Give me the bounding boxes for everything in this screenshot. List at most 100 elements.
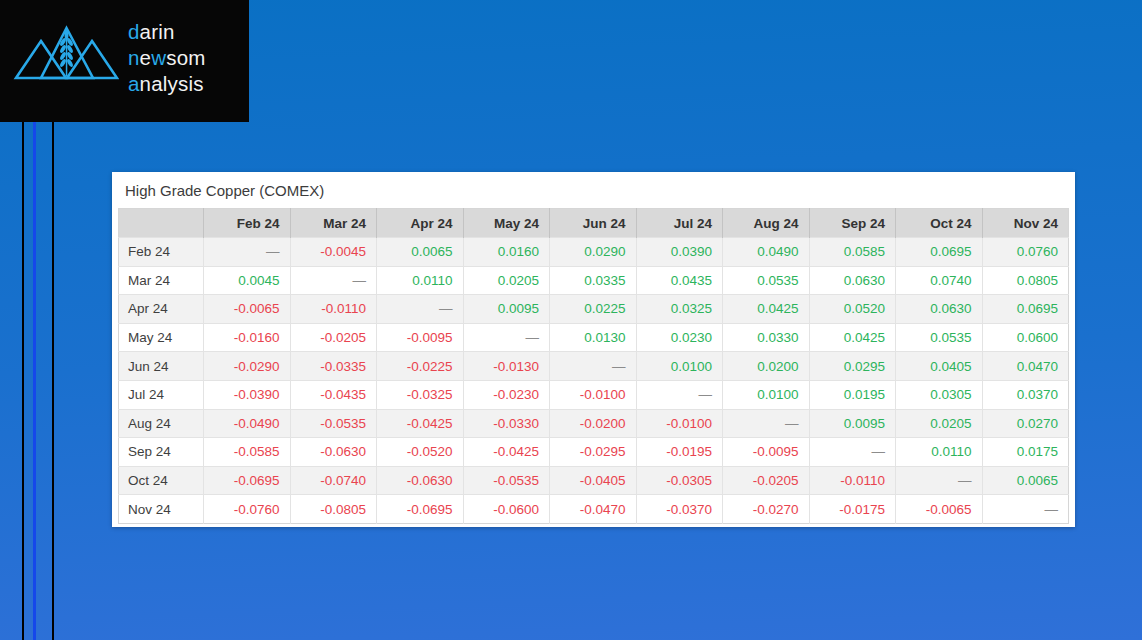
spread-value-cell: 0.0100: [723, 380, 810, 409]
mountains-wheat-icon: [13, 25, 119, 83]
spread-value-cell: -0.0370: [636, 495, 723, 524]
spread-value-cell: -0.0470: [550, 495, 637, 524]
spread-value-cell: —: [896, 466, 983, 495]
spread-value-cell: -0.0270: [723, 495, 810, 524]
spread-value-cell: -0.0520: [377, 438, 464, 467]
spread-value-cell: 0.0110: [896, 438, 983, 467]
row-label: Nov 24: [119, 495, 204, 524]
spread-value-cell: -0.0695: [204, 466, 291, 495]
spread-value-cell: -0.0295: [550, 438, 637, 467]
brand-line-2: newsom: [128, 45, 206, 71]
spread-value-cell: 0.0805: [982, 266, 1069, 295]
spread-value-cell: 0.0585: [809, 238, 896, 267]
table-row: Nov 24-0.0760-0.0805-0.0695-0.0600-0.047…: [119, 495, 1069, 524]
spread-value-cell: -0.0630: [377, 466, 464, 495]
spread-value-cell: -0.0695: [377, 495, 464, 524]
spread-value-cell: 0.0270: [982, 409, 1069, 438]
spread-value-cell: 0.0065: [982, 466, 1069, 495]
spread-value-cell: -0.0390: [204, 380, 291, 409]
header-row: Feb 24Mar 24Apr 24May 24Jun 24Jul 24Aug …: [119, 209, 1069, 238]
column-header: Jun 24: [550, 209, 637, 238]
spread-value-cell: 0.0045: [204, 266, 291, 295]
spread-value-cell: 0.0435: [636, 266, 723, 295]
spread-value-cell: -0.0405: [550, 466, 637, 495]
column-header: Nov 24: [982, 209, 1069, 238]
spread-value-cell: 0.0195: [809, 380, 896, 409]
row-label: Jul 24: [119, 380, 204, 409]
row-label: Mar 24: [119, 266, 204, 295]
column-header: Oct 24: [896, 209, 983, 238]
spread-value-cell: 0.0520: [809, 295, 896, 324]
spread-value-cell: -0.0535: [290, 409, 377, 438]
spread-value-cell: -0.0100: [550, 380, 637, 409]
spread-value-cell: 0.0205: [896, 409, 983, 438]
table-row: May 24-0.0160-0.0205-0.0095—0.01300.0230…: [119, 323, 1069, 352]
spread-value-cell: —: [550, 352, 637, 381]
corner-cell: [119, 209, 204, 238]
spread-value-cell: 0.0600: [982, 323, 1069, 352]
brand-line-3: analysis: [128, 71, 206, 97]
spread-value-cell: 0.0290: [550, 238, 637, 267]
spread-value-cell: -0.0435: [290, 380, 377, 409]
brand-logo: darin newsom analysis: [0, 0, 249, 122]
table-row: Jun 24-0.0290-0.0335-0.0225-0.0130—0.010…: [119, 352, 1069, 381]
spread-value-cell: 0.0205: [463, 266, 550, 295]
spread-value-cell: —: [463, 323, 550, 352]
spread-value-cell: —: [723, 409, 810, 438]
spread-value-cell: -0.0740: [290, 466, 377, 495]
table-row: Mar 240.0045—0.01100.02050.03350.04350.0…: [119, 266, 1069, 295]
spread-value-cell: 0.0200: [723, 352, 810, 381]
spread-value-cell: 0.0110: [377, 266, 464, 295]
spread-value-cell: 0.0740: [896, 266, 983, 295]
spread-value-cell: -0.0325: [377, 380, 464, 409]
spread-matrix-panel: High Grade Copper (COMEX) Feb 24Mar 24Ap…: [112, 172, 1075, 527]
spread-value-cell: 0.0335: [550, 266, 637, 295]
spread-value-cell: 0.0065: [377, 238, 464, 267]
spread-value-cell: -0.0065: [204, 295, 291, 324]
spread-value-cell: -0.0160: [204, 323, 291, 352]
spread-value-cell: -0.0195: [636, 438, 723, 467]
spread-value-cell: 0.0535: [896, 323, 983, 352]
spread-value-cell: -0.0330: [463, 409, 550, 438]
column-header: Sep 24: [809, 209, 896, 238]
spread-value-cell: -0.0045: [290, 238, 377, 267]
spread-value-cell: 0.0095: [809, 409, 896, 438]
spread-value-cell: -0.0760: [204, 495, 291, 524]
spread-value-cell: 0.0535: [723, 266, 810, 295]
spread-value-cell: —: [377, 295, 464, 324]
row-label: Jun 24: [119, 352, 204, 381]
spread-value-cell: -0.0225: [377, 352, 464, 381]
spread-value-cell: 0.0130: [550, 323, 637, 352]
spread-value-cell: 0.0295: [809, 352, 896, 381]
column-header: May 24: [463, 209, 550, 238]
spread-value-cell: 0.0225: [550, 295, 637, 324]
spread-value-cell: 0.0470: [982, 352, 1069, 381]
spread-value-cell: 0.0175: [982, 438, 1069, 467]
spread-value-cell: -0.0805: [290, 495, 377, 524]
spread-value-cell: -0.0130: [463, 352, 550, 381]
spread-value-cell: —: [982, 495, 1069, 524]
spread-value-cell: -0.0305: [636, 466, 723, 495]
spread-value-cell: -0.0205: [723, 466, 810, 495]
spread-value-cell: -0.0100: [636, 409, 723, 438]
spread-value-cell: —: [809, 438, 896, 467]
spread-value-cell: 0.0325: [636, 295, 723, 324]
spread-value-cell: 0.0160: [463, 238, 550, 267]
spread-value-cell: -0.0095: [377, 323, 464, 352]
row-label: Sep 24: [119, 438, 204, 467]
spread-value-cell: 0.0390: [636, 238, 723, 267]
spread-value-cell: 0.0760: [982, 238, 1069, 267]
spread-value-cell: -0.0205: [290, 323, 377, 352]
spread-value-cell: 0.0095: [463, 295, 550, 324]
spread-value-cell: -0.0095: [723, 438, 810, 467]
spread-value-cell: —: [636, 380, 723, 409]
spread-value-cell: -0.0600: [463, 495, 550, 524]
table-row: Feb 24—-0.00450.00650.01600.02900.03900.…: [119, 238, 1069, 267]
spread-value-cell: -0.0585: [204, 438, 291, 467]
spread-value-cell: 0.0230: [636, 323, 723, 352]
spread-value-cell: -0.0425: [463, 438, 550, 467]
table-row: Apr 24-0.0065-0.0110—0.00950.02250.03250…: [119, 295, 1069, 324]
spread-value-cell: -0.0290: [204, 352, 291, 381]
row-label: Aug 24: [119, 409, 204, 438]
row-label: Feb 24: [119, 238, 204, 267]
